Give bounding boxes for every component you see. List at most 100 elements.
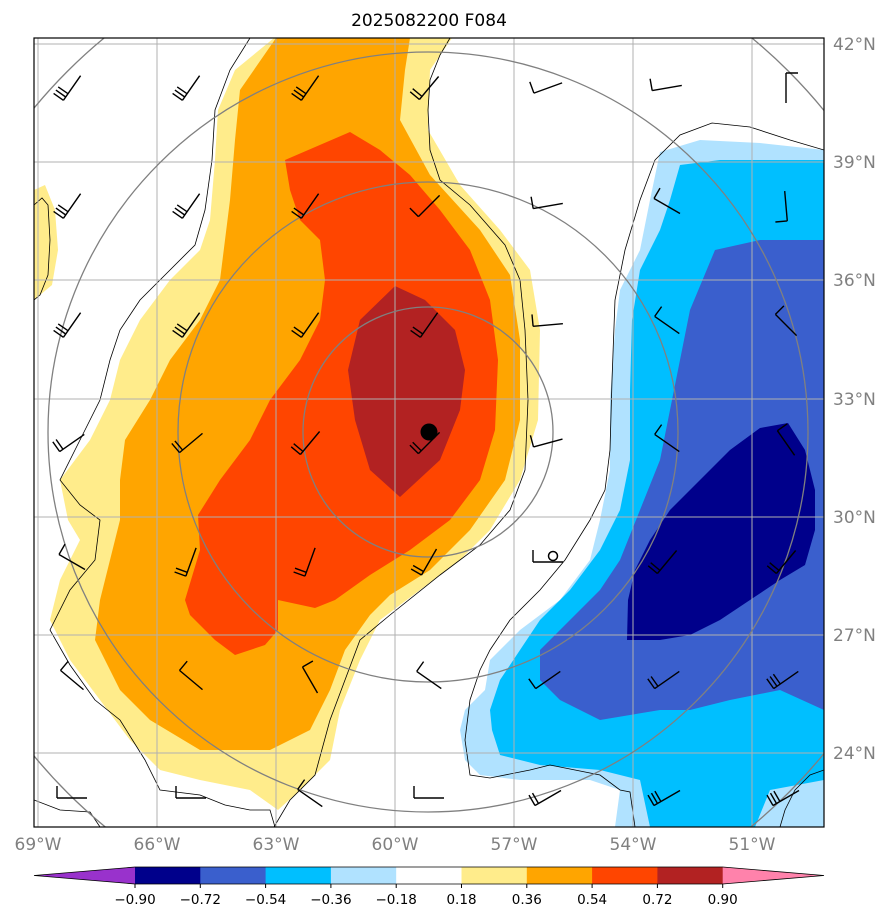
wind-barb [647, 670, 680, 690]
lon-label: 66°W [134, 835, 181, 855]
wind-barb [172, 193, 201, 219]
wind-barb [410, 312, 439, 338]
colorbar-segment [592, 867, 658, 884]
colorbar-tick-label: −0.72 [180, 892, 221, 908]
wind-barb [409, 76, 440, 101]
wind-barb [172, 312, 201, 338]
colorbar-tick-label: 0.72 [642, 892, 672, 908]
colorbar-tick-label: 0.90 [708, 892, 738, 908]
lat-label: 30°N [833, 508, 876, 528]
lon-label: 63°W [253, 835, 300, 855]
wind-barb [293, 547, 316, 577]
colorbar-segment [200, 867, 267, 884]
wind-barb [290, 431, 321, 456]
contour-fill-0-54-to-0-72 [185, 132, 498, 655]
wind-barb [766, 550, 797, 575]
wind-barb [529, 435, 563, 448]
wind-barb [52, 433, 85, 453]
storm-center-marker [420, 423, 438, 441]
contour-fill-neg-0-72-to-neg-0-90 [627, 423, 815, 640]
wind-barbs [52, 72, 800, 808]
colorbar-tick-label: 0.18 [446, 892, 476, 908]
wind-barb [59, 660, 84, 691]
wind-barb [291, 312, 320, 338]
lon-label: 57°W [491, 835, 538, 855]
colorbar-tick-label: 0.54 [577, 892, 607, 908]
wind-barb [409, 194, 441, 218]
colorbar-extend-max [722, 867, 824, 884]
lat-label: 33°N [833, 390, 876, 410]
contour-lines [34, 38, 824, 827]
wind-barb [174, 547, 197, 577]
lon-axis: 69°W 66°W 63°W 60°W 57°W 54°W 51°W [15, 835, 776, 855]
contour-fill-0-18-to-0-36-west [34, 185, 58, 300]
positive-anomaly-region [34, 38, 540, 810]
lat-label: 27°N [833, 626, 876, 646]
wind-barb [528, 670, 561, 690]
wind-barb [532, 550, 563, 563]
graticule [34, 38, 824, 827]
colorbar-segment [135, 867, 201, 884]
wind-barb [647, 789, 681, 807]
negative-anomaly-region [460, 140, 824, 827]
colorbar-segment [461, 867, 528, 884]
wind-barb [774, 305, 798, 337]
colorbar-segment [396, 867, 462, 884]
lon-label: 54°W [610, 835, 657, 855]
colorbar-segment [265, 867, 332, 884]
colorbar-tick-label: −0.54 [245, 892, 286, 908]
wind-barb [649, 78, 682, 92]
colorbar-tick-label: −0.90 [114, 892, 155, 908]
wind-barb [654, 424, 680, 453]
wind-barb [175, 786, 206, 799]
wind-barb [297, 779, 323, 808]
colorbar-tick-label: 0.36 [512, 892, 542, 908]
wind-barb [647, 550, 678, 575]
map-title: 2025082200 F084 [351, 11, 507, 31]
wind-barb [416, 661, 442, 690]
colorbar-segment [330, 867, 397, 884]
wind-barb [53, 75, 82, 101]
wind-barb [171, 432, 203, 454]
colorbar-extend-min [34, 867, 135, 884]
wind-barb [776, 423, 796, 456]
map-frame [33, 37, 825, 828]
wind-barb [291, 75, 320, 101]
wind-barb [531, 314, 563, 327]
wind-barb [785, 72, 798, 103]
lon-label: 51°W [729, 835, 776, 855]
lat-label: 42°N [833, 35, 876, 55]
wind-barb [528, 789, 562, 807]
lat-label: 39°N [833, 153, 876, 173]
wind-barb [413, 786, 444, 799]
wind-barb [410, 548, 438, 576]
wind-barb [529, 81, 563, 94]
wind-barb [291, 193, 320, 219]
lat-label: 36°N [833, 271, 876, 291]
wind-barb [775, 191, 788, 223]
contour-fill-0-72-to-0-90 [348, 286, 465, 497]
colorbar: −0.90 −0.72 −0.54 −0.36 −0.18 0.18 0.36 0.54 0.7… [33, 866, 825, 908]
wind-barb [530, 196, 563, 210]
secondary-center-marker [547, 550, 559, 562]
lat-label: 24°N [833, 744, 876, 764]
wind-barb [766, 670, 799, 690]
lon-label: 60°W [372, 835, 419, 855]
wind-barb [56, 786, 87, 799]
wind-barb [766, 789, 800, 807]
wind-barb [172, 75, 201, 101]
lon-label: 69°W [15, 835, 62, 855]
wind-barb [653, 187, 681, 215]
wind-barb [58, 543, 86, 571]
contour-fill-neg-0-54-to-neg-0-72 [540, 240, 824, 720]
wind-barb [301, 660, 319, 694]
wind-barb [178, 660, 203, 691]
colorbar-tick-label: −0.36 [310, 892, 351, 908]
wind-barb [654, 306, 680, 335]
wind-barb [53, 193, 82, 219]
colorbar-segment [657, 867, 724, 884]
colorbar-tick-label: −0.18 [376, 892, 417, 908]
